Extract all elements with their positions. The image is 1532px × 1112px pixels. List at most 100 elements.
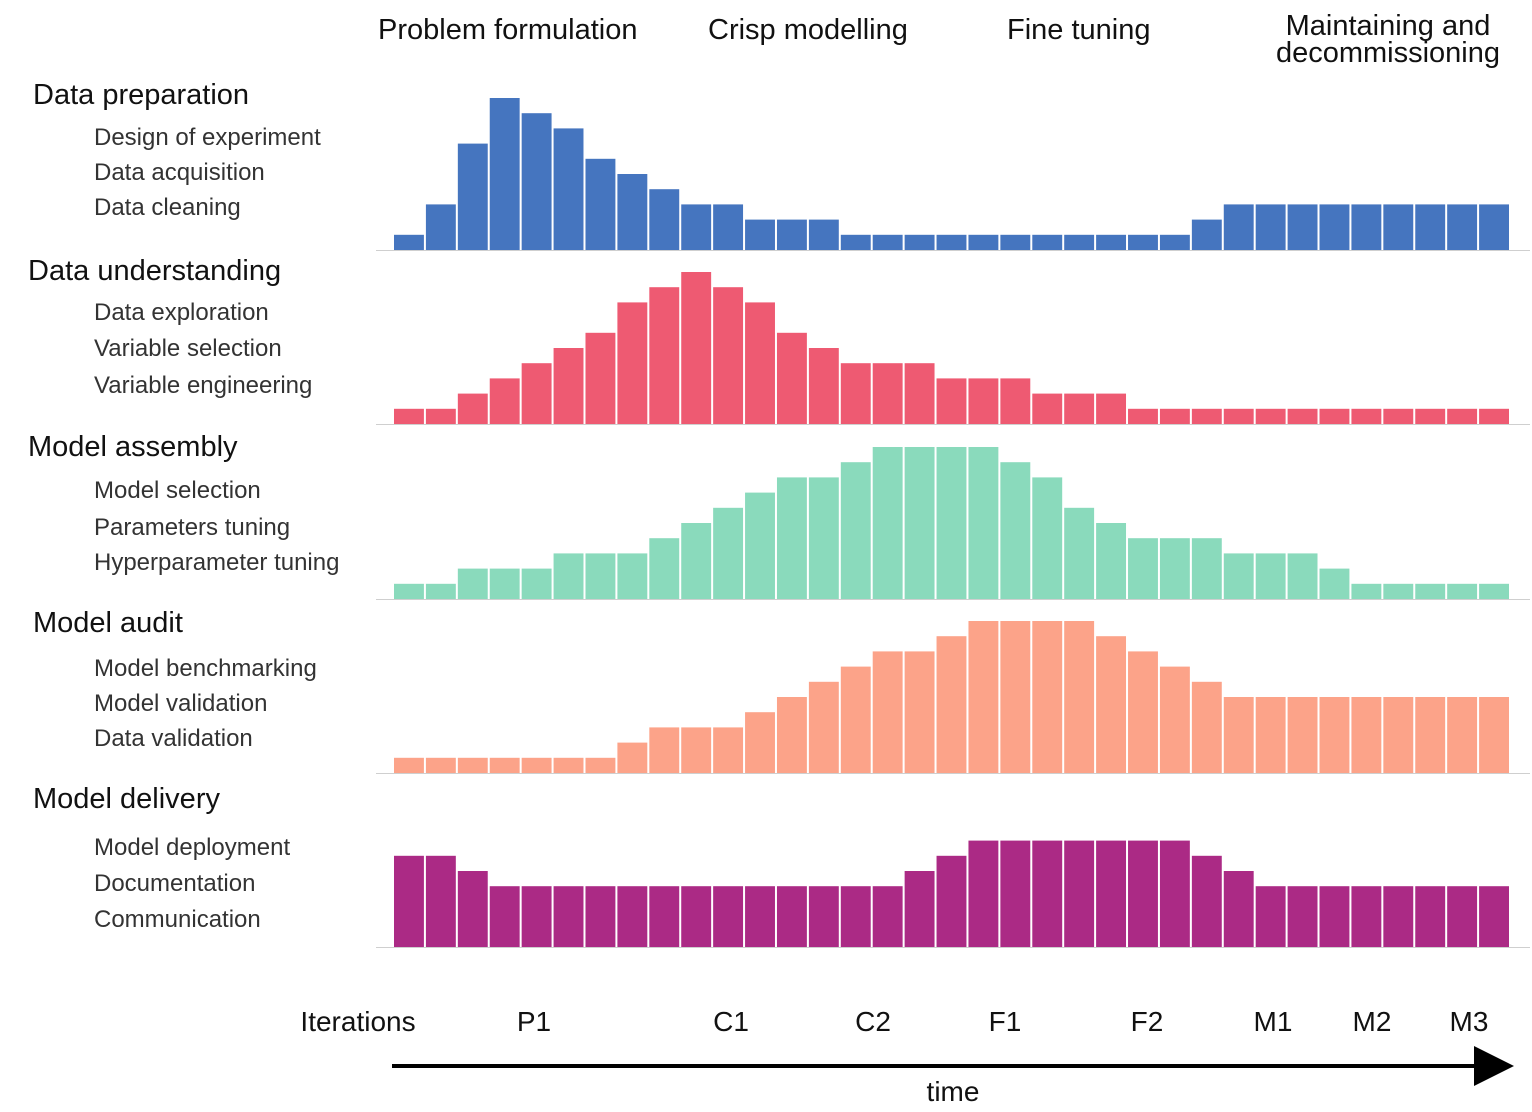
model-assembly-bar-18 — [936, 447, 967, 599]
data-understanding-bar-15 — [840, 363, 871, 424]
model-audit-bar-32 — [1383, 697, 1414, 773]
model-audit-bar-7 — [585, 757, 616, 773]
model-assembly-bar-31 — [1351, 583, 1382, 599]
model-assembly-bar-6 — [553, 553, 584, 599]
model-delivery-bar-31 — [1351, 886, 1382, 947]
model-delivery-bar-30 — [1319, 886, 1350, 947]
data-understanding-bar-3 — [457, 393, 488, 424]
data-understanding-bar-9 — [649, 287, 680, 424]
data-preparation-bar-27 — [1223, 204, 1254, 250]
data-preparation-bar-31 — [1351, 204, 1382, 250]
model-delivery-bar-22 — [1064, 840, 1095, 947]
iteration-label-m2: M2 — [1352, 1006, 1392, 1037]
model-delivery-bar-17 — [904, 871, 935, 947]
model-audit-bar-8 — [617, 742, 648, 773]
model-assembly-bar-26 — [1191, 538, 1222, 599]
data-preparation-bar-11 — [713, 204, 744, 250]
data-understanding-bar-1 — [394, 408, 424, 424]
model-delivery-bar-8 — [617, 886, 648, 947]
task-label: Data cleaning — [94, 194, 241, 221]
iteration-label-p1: P1 — [516, 1006, 552, 1037]
model-delivery-bar-4 — [489, 886, 520, 947]
data-preparation-bar-16 — [872, 234, 903, 250]
model-assembly-bar-33 — [1415, 583, 1446, 599]
task-label: Parameters tuning — [94, 514, 291, 541]
model-audit-bar-28 — [1255, 697, 1286, 773]
group-title-model-audit: Model audit — [33, 607, 183, 639]
model-delivery-bar-16 — [872, 886, 903, 947]
data-understanding-bar-25 — [1159, 408, 1190, 424]
task-label: Documentation — [94, 870, 256, 897]
data-understanding-bar-21 — [1032, 393, 1063, 424]
model-audit-bar-19 — [968, 621, 999, 773]
data-understanding-bar-7 — [585, 332, 616, 424]
data-preparation-bar-20 — [1000, 234, 1031, 250]
data-understanding-bar-12 — [745, 302, 775, 424]
data-preparation-bar-21 — [1032, 234, 1063, 250]
task-label: Variable selection — [94, 335, 282, 362]
model-audit-bar-24 — [1128, 651, 1158, 773]
model-delivery-bar-23 — [1096, 840, 1127, 947]
data-preparation-bar-23 — [1096, 234, 1127, 250]
iteration-label-f1: F1 — [988, 1006, 1022, 1037]
task-label: Data exploration — [94, 299, 269, 326]
model-audit-bar-16 — [872, 651, 903, 773]
model-assembly-bar-28 — [1255, 553, 1286, 599]
model-delivery-bar-29 — [1287, 886, 1318, 947]
model-assembly-bar-21 — [1032, 477, 1063, 599]
data-preparation-bar-19 — [968, 234, 999, 250]
data-understanding-bar-8 — [617, 302, 648, 424]
data-understanding-bar-14 — [808, 348, 839, 424]
model-audit-bar-30 — [1319, 697, 1350, 773]
model-delivery-bar-28 — [1255, 886, 1286, 947]
model-delivery-bar-25 — [1159, 840, 1190, 947]
model-delivery-bar-6 — [553, 886, 584, 947]
model-assembly-bar-12 — [745, 492, 775, 599]
data-preparation-bar-4 — [489, 98, 520, 250]
data-understanding-bar-2 — [425, 408, 456, 424]
model-delivery-bar-15 — [840, 886, 871, 947]
task-label: Variable engineering — [94, 372, 313, 399]
model-audit-bar-10 — [681, 727, 712, 773]
model-assembly-bar-13 — [776, 477, 807, 599]
model-assembly-bar-35 — [1479, 583, 1509, 599]
model-delivery-bar-21 — [1032, 840, 1063, 947]
data-preparation-bar-2 — [425, 204, 456, 250]
model-assembly-bar-22 — [1064, 507, 1095, 599]
model-audit-bar-11 — [713, 727, 744, 773]
data-preparation-bar-5 — [521, 113, 552, 250]
data-understanding-bar-34 — [1447, 408, 1478, 424]
model-delivery-bar-11 — [713, 886, 744, 947]
data-preparation-bar-18 — [936, 234, 967, 250]
data-understanding-bar-26 — [1191, 408, 1222, 424]
model-assembly-bar-1 — [394, 583, 424, 599]
data-understanding-bar-30 — [1319, 408, 1350, 424]
data-preparation-bar-34 — [1447, 204, 1478, 250]
data-preparation-bar-13 — [776, 219, 807, 250]
data-preparation-bar-33 — [1415, 204, 1446, 250]
data-preparation-bar-9 — [649, 189, 680, 250]
task-label: Model validation — [94, 690, 268, 717]
model-assembly-bar-2 — [425, 583, 456, 599]
model-delivery-bar-34 — [1447, 886, 1478, 947]
data-understanding-bar-11 — [713, 287, 744, 424]
model-audit-bar-13 — [776, 697, 807, 773]
task-label: Data acquisition — [94, 159, 265, 186]
model-audit-bar-26 — [1191, 681, 1222, 773]
model-delivery-bar-1 — [394, 855, 424, 947]
data-preparation-bar-30 — [1319, 204, 1350, 250]
phase-label-maintaining: Maintaining and decommissioning — [1275, 10, 1501, 69]
data-preparation-bar-22 — [1064, 234, 1095, 250]
model-audit-bar-2 — [425, 757, 456, 773]
model-assembly-bar-23 — [1096, 523, 1127, 599]
model-audit-bar-21 — [1032, 621, 1063, 773]
model-assembly-bar-5 — [521, 568, 552, 599]
model-audit-bar-1 — [394, 757, 424, 773]
model-assembly-bar-14 — [808, 477, 839, 599]
model-assembly-bar-34 — [1447, 583, 1478, 599]
data-understanding-bar-16 — [872, 363, 903, 424]
model-assembly-bar-4 — [489, 568, 520, 599]
data-understanding-bar-27 — [1223, 408, 1254, 424]
iteration-label-m1: M1 — [1253, 1006, 1293, 1037]
